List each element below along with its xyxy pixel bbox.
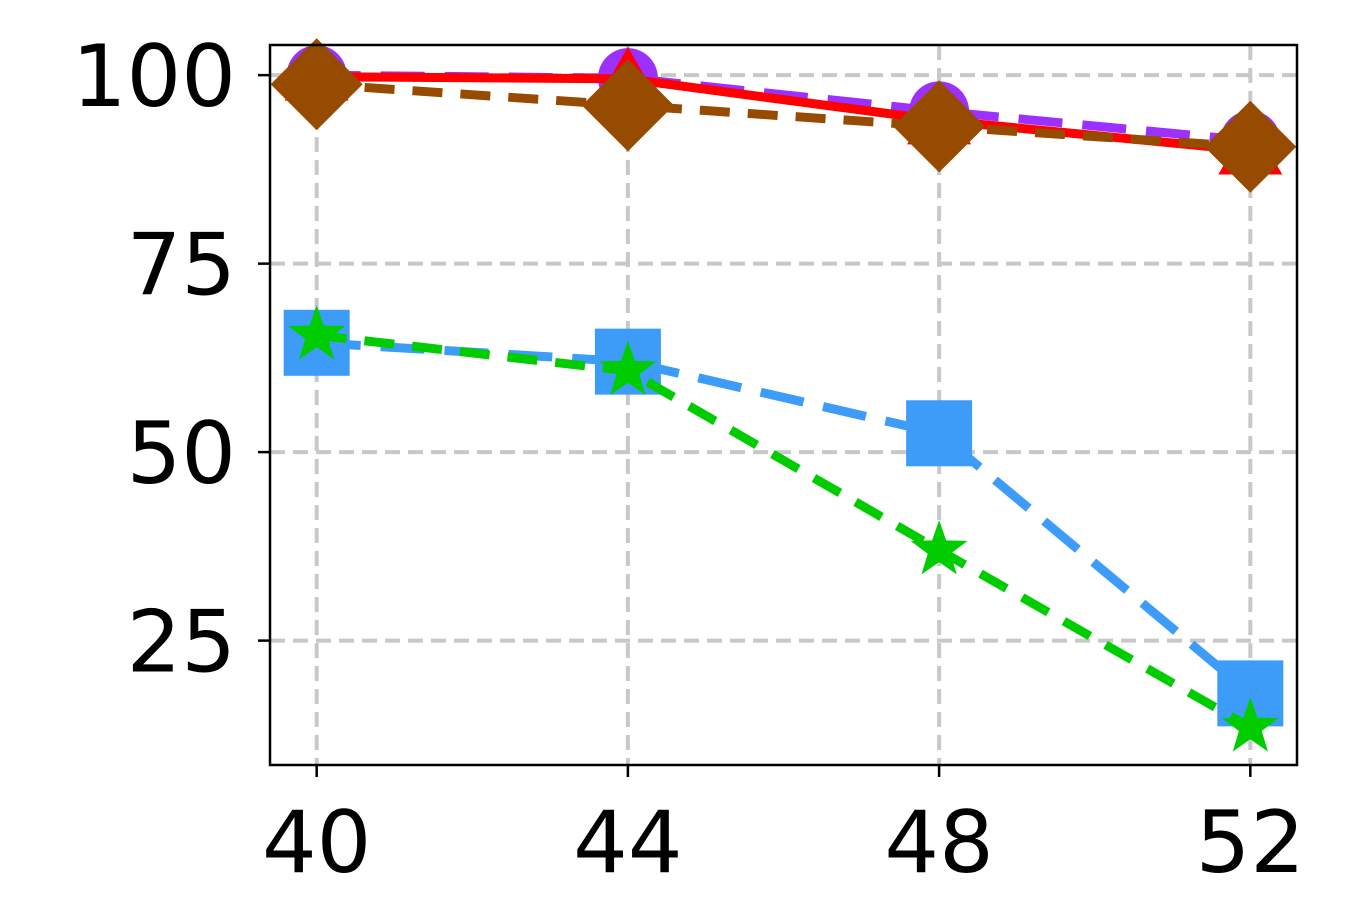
star-marker — [910, 520, 968, 575]
series-star — [288, 305, 1279, 752]
diamond-marker — [270, 38, 363, 131]
diamond-marker — [893, 80, 986, 173]
y-tick-label: 75 — [127, 216, 236, 316]
x-tick-label: 48 — [884, 793, 993, 893]
x-tick-label: 52 — [1196, 793, 1305, 893]
series-triangle — [284, 44, 1283, 175]
star-marker — [599, 340, 657, 395]
diamond-marker — [581, 59, 674, 152]
x-tick-label: 40 — [262, 793, 371, 893]
series-line — [316, 330, 1253, 732]
grid-lines — [270, 45, 1297, 765]
series-diamond — [270, 38, 1297, 193]
y-tick-label: 100 — [72, 27, 236, 127]
series-group — [270, 38, 1297, 752]
series-line — [316, 70, 1251, 146]
star-marker — [288, 305, 346, 360]
diamond-marker — [1204, 100, 1297, 193]
x-tick-label: 44 — [573, 793, 682, 893]
series-line — [316, 79, 1251, 152]
plot-frame — [268, 43, 1299, 767]
y-tick-label: 50 — [127, 404, 236, 504]
series-square — [283, 309, 1284, 727]
square-marker — [906, 400, 973, 467]
axis-ticks: 40 44 48 52 25 50 75 100 — [72, 27, 1305, 893]
star-marker — [1221, 697, 1279, 752]
series-circle — [286, 45, 1281, 171]
y-tick-label: 25 — [127, 593, 236, 693]
